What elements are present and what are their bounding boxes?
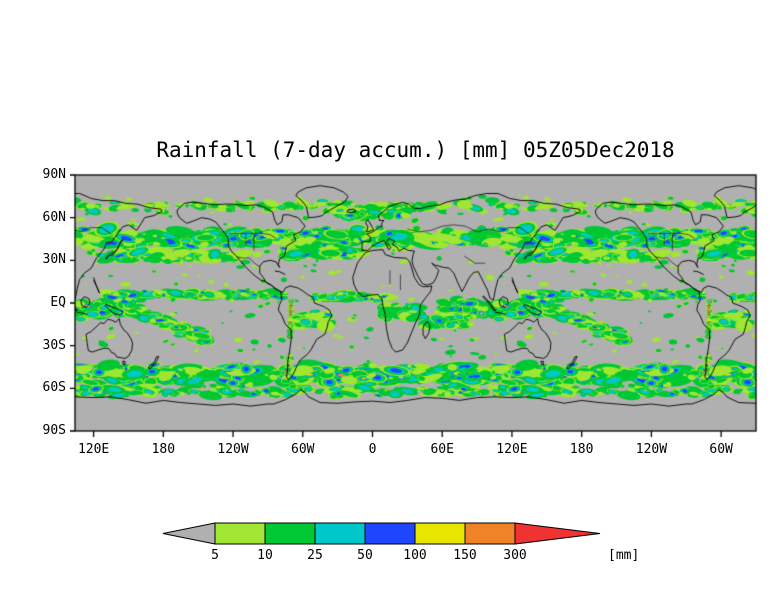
chart-title: Rainfall (7-day accum.) [mm] 05Z05Dec201… [156,138,675,162]
x-tick-label: 120W [635,442,668,457]
colorbar-tick-label: 100 [403,548,427,563]
world-rainfall-map [70,168,762,440]
colorbar-segment [364,522,416,545]
colorbar-tick-label: 10 [257,548,273,563]
colorbar-tick-label: 50 [357,548,373,563]
y-tick-label: 60S [42,380,66,396]
x-tick-label: 180 [151,442,176,457]
colorbar-tick-label: 150 [453,548,477,563]
y-tick-label: EQ [50,295,66,310]
y-tick-label: 30S [42,337,66,353]
x-tick-label: 180 [569,442,594,457]
colorbar-segment [264,522,316,545]
colorbar-unit-label: [mm] [608,548,640,563]
colorbar-left-arrow [162,522,216,545]
colorbar-tick-label: 300 [503,548,527,563]
colorbar-tick-label: 25 [307,548,323,563]
x-tick-label: 60W [709,442,733,457]
x-tick-label: 60W [291,442,315,457]
x-tick-label: 0 [368,442,377,457]
colorbar-scale [162,522,601,545]
colorbar-right-arrow [514,522,601,545]
colorbar-segment [314,522,366,545]
x-tick-label: 120E [77,442,110,457]
colorbar-tick-label: 5 [211,548,219,563]
colorbar-segment [214,522,266,545]
y-tick-label: 60N [42,209,66,225]
colorbar-segment [464,522,516,545]
y-tick-label: 90S [42,423,66,438]
y-tick-label: 90N [42,167,66,182]
x-tick-label: 60E [430,442,454,457]
y-tick-label: 30N [42,252,66,268]
x-tick-label: 120E [496,442,528,457]
colorbar-segment [414,522,466,545]
x-tick-label: 120W [217,442,249,457]
